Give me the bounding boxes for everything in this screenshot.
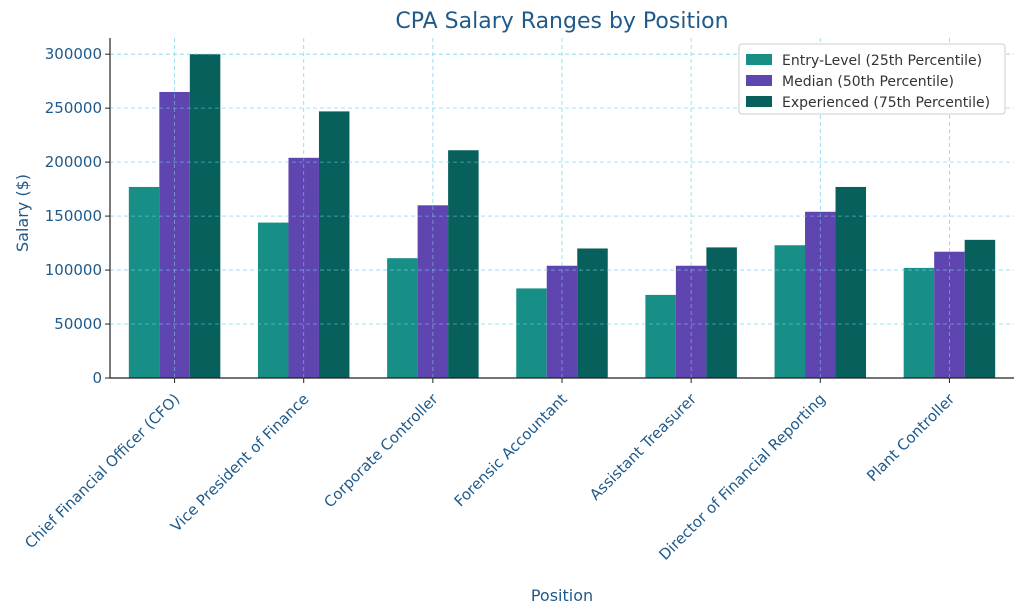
bar bbox=[645, 294, 676, 378]
chart-title: CPA Salary Ranges by Position bbox=[395, 9, 728, 34]
y-tick-label: 150000 bbox=[45, 207, 102, 225]
bar bbox=[318, 111, 350, 379]
bar bbox=[805, 211, 836, 378]
bar bbox=[774, 245, 806, 378]
y-tick-label: 0 bbox=[92, 369, 102, 387]
x-tick-label: Chief Financial Officer (CFO) bbox=[21, 390, 183, 552]
legend-swatch bbox=[746, 96, 772, 107]
legend-label: Experienced (75th Percentile) bbox=[782, 95, 990, 111]
x-tick-label: Plant Controller bbox=[863, 389, 959, 485]
legend-box bbox=[738, 43, 1006, 115]
y-tick-labels: 0 50000 100000 150000 200000 250000 300000 bbox=[45, 45, 102, 387]
x-axis-label: Position bbox=[531, 586, 593, 605]
bar bbox=[706, 247, 737, 378]
legend: Entry-Level (25th Percentile) Median (50t… bbox=[738, 43, 1006, 115]
y-tick-label: 100000 bbox=[45, 261, 102, 279]
bar bbox=[257, 222, 289, 378]
x-tick-label: Forensic Accountant bbox=[451, 390, 571, 510]
legend-label: Median (50th Percentile) bbox=[782, 74, 954, 90]
bar bbox=[448, 150, 479, 378]
y-tick-label: 300000 bbox=[45, 45, 102, 63]
bar bbox=[387, 258, 418, 378]
legend-label: Entry-Level (25th Percentile) bbox=[782, 53, 982, 69]
bar bbox=[835, 186, 867, 378]
axes bbox=[105, 38, 1014, 383]
bar bbox=[964, 239, 996, 378]
legend-swatch bbox=[746, 54, 772, 65]
bar bbox=[128, 186, 160, 378]
y-axis-label: Salary ($) bbox=[13, 174, 32, 252]
x-tick-label: Vice President of Finance bbox=[167, 390, 312, 535]
x-tick-label: Assistant Treasurer bbox=[586, 389, 700, 503]
x-tick-label: Corporate Controller bbox=[320, 389, 442, 511]
y-tick-label: 200000 bbox=[45, 153, 102, 171]
x-tick-labels: Chief Financial Officer (CFO)Vice Presid… bbox=[21, 389, 959, 563]
bar bbox=[516, 288, 547, 378]
y-tick-label: 250000 bbox=[45, 99, 102, 117]
bar bbox=[577, 248, 608, 378]
y-tick-label: 50000 bbox=[54, 315, 102, 333]
bars bbox=[110, 38, 1014, 379]
legend-swatch bbox=[746, 75, 772, 86]
bar bbox=[903, 267, 935, 378]
bar bbox=[288, 157, 319, 378]
